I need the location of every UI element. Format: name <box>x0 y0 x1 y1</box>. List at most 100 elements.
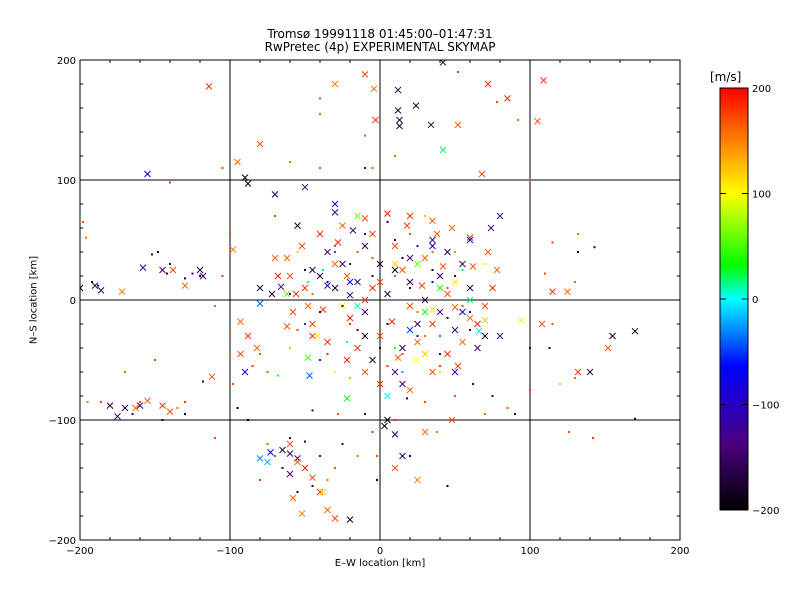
y-tick-label: 0 <box>70 296 76 307</box>
data-point-dot <box>568 431 570 433</box>
data-point-dot <box>574 377 576 379</box>
data-point-x <box>256 455 264 462</box>
data-point-x <box>484 248 492 256</box>
data-point-x <box>436 272 444 280</box>
data-point-x <box>324 248 331 256</box>
data-point-dot <box>229 335 231 337</box>
data-point-dot <box>85 236 87 239</box>
data-point-x <box>289 308 297 316</box>
data-point-x <box>376 380 384 388</box>
data-point-x <box>381 422 388 430</box>
data-point-dot <box>454 275 456 277</box>
data-point-x <box>271 191 279 198</box>
data-point-dot <box>274 455 276 457</box>
data-point-x <box>331 200 339 208</box>
data-point-dot <box>247 419 249 421</box>
data-point-dot <box>289 293 291 295</box>
data-point-dot <box>551 241 554 244</box>
data-point-dot <box>266 443 269 445</box>
data-point-x <box>316 272 324 280</box>
data-point-x <box>369 230 376 238</box>
data-point-x <box>309 266 316 274</box>
data-point-dot <box>139 401 141 403</box>
data-point-x <box>244 180 252 187</box>
data-point-dot <box>491 395 494 397</box>
data-point-x <box>372 116 379 124</box>
data-point-x <box>631 327 639 335</box>
data-point-dot <box>349 263 351 265</box>
data-point-dot <box>634 417 636 420</box>
data-point-dot <box>472 383 474 385</box>
data-point-x <box>343 395 351 402</box>
data-point-x <box>294 458 301 466</box>
data-point-dot <box>469 329 471 331</box>
data-point-dot <box>446 317 449 319</box>
data-point-dot <box>311 409 314 412</box>
x-tick-label: −100 <box>216 546 243 557</box>
data-point-dot <box>214 305 216 307</box>
data-point-x <box>459 338 466 346</box>
data-point-dot <box>214 437 216 439</box>
data-point-x <box>294 222 301 229</box>
y-tick-label: 200 <box>57 56 76 67</box>
data-point-dot <box>371 431 374 433</box>
data-point-dot <box>319 359 321 361</box>
data-point-dot <box>386 221 389 223</box>
data-point-x <box>309 474 316 481</box>
data-point-x <box>181 282 189 289</box>
data-point-dot <box>401 257 404 259</box>
data-point-dot <box>131 413 134 415</box>
data-point-x <box>496 332 504 340</box>
data-point-x <box>466 314 474 322</box>
data-point-x <box>208 373 216 381</box>
data-point-x <box>298 242 306 250</box>
data-point-x <box>538 320 546 328</box>
data-point-dot <box>319 311 321 313</box>
data-point-x <box>277 283 285 291</box>
data-point-x <box>244 332 252 340</box>
data-point-dot <box>461 269 464 271</box>
data-point-dot <box>364 134 366 137</box>
data-point-x <box>412 356 420 364</box>
data-point-dot <box>341 305 344 307</box>
data-point-x <box>256 300 264 307</box>
data-point-x <box>339 260 346 268</box>
x-tick-label: −200 <box>66 546 93 557</box>
data-point-x <box>286 440 294 448</box>
data-point-x <box>376 278 384 286</box>
data-point-dot <box>274 215 276 217</box>
data-point-dot <box>221 275 224 277</box>
data-point-x <box>324 506 331 514</box>
data-point-x <box>144 397 151 405</box>
data-point-x <box>421 350 429 358</box>
data-point-dot <box>431 281 434 283</box>
data-point-dot <box>322 269 324 271</box>
data-point-dot <box>236 407 239 409</box>
data-point-x <box>484 80 492 88</box>
data-point-dot <box>446 287 449 289</box>
data-point-dot <box>349 377 351 379</box>
data-point-dot <box>319 455 321 457</box>
y-tick-label: 100 <box>57 176 76 187</box>
data-point-x <box>354 302 361 310</box>
data-point-dot <box>169 181 171 184</box>
data-point-x <box>354 212 361 220</box>
data-point-x <box>334 239 342 246</box>
data-point-x <box>361 308 369 316</box>
data-point-x <box>427 121 435 129</box>
data-point-x <box>301 284 309 292</box>
colorbar-tick-label: 100 <box>752 190 771 201</box>
data-point-dot <box>334 371 336 373</box>
data-point-x <box>319 488 327 496</box>
data-point-dot <box>334 251 336 253</box>
data-point-x <box>429 217 436 225</box>
data-point-dot <box>166 272 168 275</box>
data-point-x <box>406 302 414 310</box>
data-point-x <box>354 278 361 286</box>
data-point-x <box>283 323 291 330</box>
data-point-x <box>475 327 483 335</box>
data-point-x <box>361 332 369 340</box>
data-point-x <box>406 326 414 334</box>
data-point-x <box>301 183 309 191</box>
data-point-x <box>429 242 436 250</box>
